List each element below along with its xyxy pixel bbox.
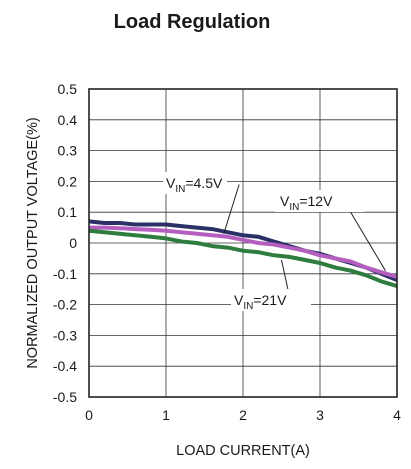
y-tick-label: 0.2 [58,173,78,189]
chart-title: Load Regulation [114,11,271,33]
annotation-leader-line [346,205,386,271]
plot-frame [88,88,398,398]
y-tick-label: 0.3 [58,143,78,159]
y-tick-label: 0.1 [58,204,78,220]
series-line-vin-12 [89,225,398,279]
y-tick-label: 0.5 [58,81,78,97]
y-tick-labels: 0.5 0.4 0.3 0.2 0.1 0 -0.1 -0.2 -0.3 -0.4 -0.5 [53,81,77,405]
x-tick-label: 3 [316,407,324,423]
series-group [88,219,398,289]
x-axis-label: LOAD CURRENT(A) [176,443,310,459]
series-line-vin-21 [88,228,398,289]
annotation-vin-4p5: VIN=4.5V [166,175,223,195]
y-tick-label: 0.4 [58,112,78,128]
annotation-leader-line [223,184,240,234]
y-tick-label: -0.5 [53,389,77,405]
y-tick-label: -0.4 [53,358,77,374]
x-tick-label: 1 [162,407,170,423]
x-tick-label: 4 [393,407,401,423]
y-axis-label: NORMALIZED OUTPUT VOLTAGE(%) [25,117,41,368]
y-tick-label: -0.2 [53,297,77,313]
annotation-bg-vin-12 [275,190,364,212]
x-tick-labels: 0 1 2 3 4 [85,407,401,423]
y-tick-label: -0.3 [53,327,77,343]
grid [88,88,398,398]
y-tick-label: -0.1 [53,266,77,282]
x-tick-label: 2 [239,407,247,423]
annotation-bg-vin-4p5 [163,172,227,194]
annotation-bg-vin-21 [231,289,311,311]
annotation-vin-21: VIN=21V [234,292,287,312]
annotation-vin-12: VIN=12V [280,193,333,213]
x-tick-label: 0 [85,407,93,423]
y-tick-label: 0 [69,235,77,251]
